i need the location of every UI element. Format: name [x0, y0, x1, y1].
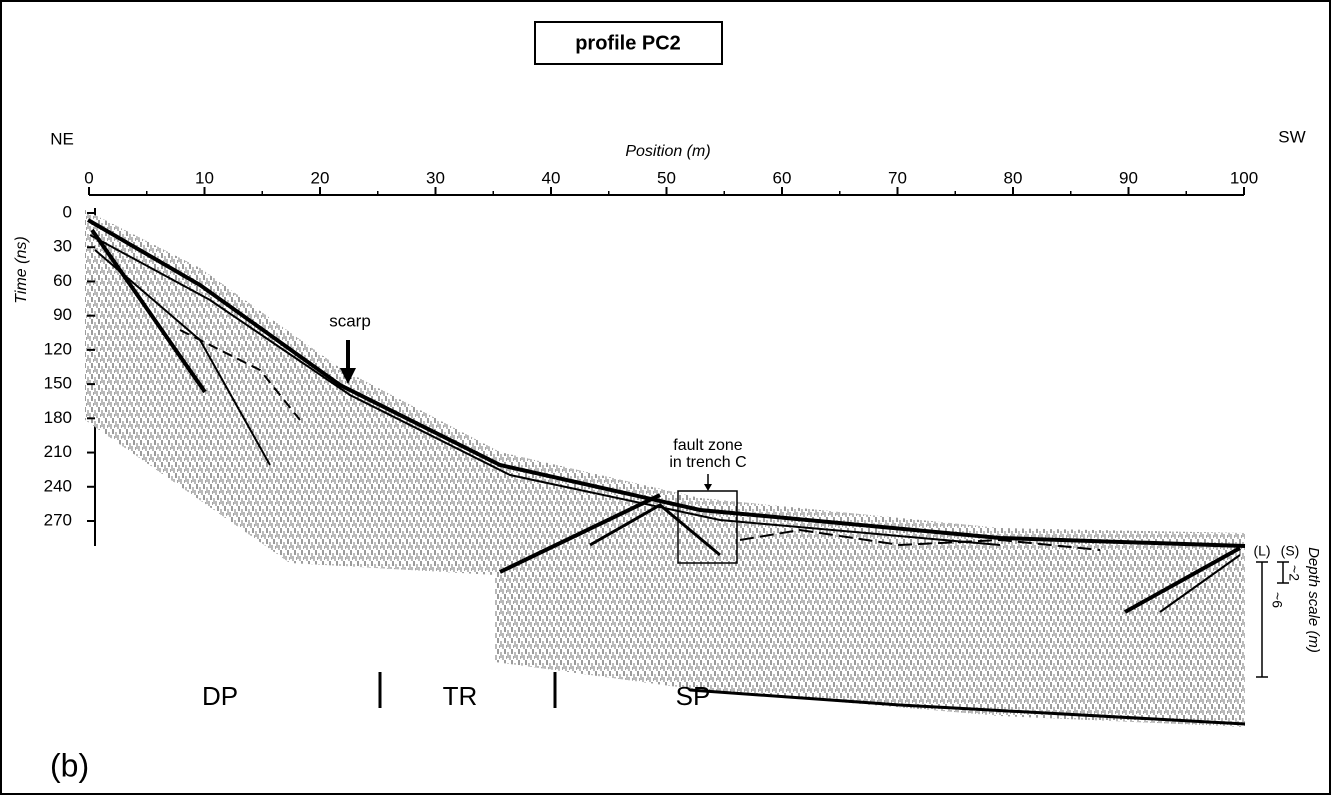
y-tick-label: 270: [44, 510, 72, 529]
x-tick-label: 30: [426, 168, 445, 187]
time-axis-label: Time (ns): [13, 236, 30, 303]
panel-label: (b): [50, 747, 89, 783]
title: profile PC2: [575, 32, 681, 54]
fault-zone-label: in trench C: [669, 454, 746, 471]
x-tick-label: 100: [1230, 168, 1258, 187]
x-tick-label: 80: [1004, 168, 1023, 187]
fault-box: [677, 490, 738, 564]
x-tick-label: 0: [84, 168, 93, 187]
title-box: [534, 21, 723, 65]
depth-bars: [1256, 561, 1289, 678]
depth-scale-label: Depth scale (m): [1305, 547, 1322, 653]
reflectors: [86, 218, 1246, 726]
x-tick-label: 50: [657, 168, 676, 187]
y-tick-label: 180: [44, 408, 72, 427]
y-tick-label: 60: [53, 271, 72, 290]
y-tick-label: 120: [44, 339, 72, 358]
y-tick-label: 240: [44, 476, 72, 495]
sw-label: SW: [1278, 127, 1305, 146]
x-tick-label: 70: [888, 168, 907, 187]
zone-label: TR: [443, 681, 478, 711]
y-tick-label: 150: [44, 374, 72, 393]
x-tick-label: 20: [311, 168, 330, 187]
x-tick-label: 60: [773, 168, 792, 187]
scarp-arrowhead: [340, 368, 356, 384]
y-tick-label: 90: [53, 305, 72, 324]
scarp-label: scarp: [329, 311, 371, 330]
depth-marker: (L): [1253, 543, 1270, 559]
zone-label: SP: [676, 681, 711, 711]
ne-label: NE: [50, 129, 74, 148]
depth-marker: (S): [1281, 543, 1300, 559]
depth-value: ~2: [1286, 565, 1302, 581]
y-tick-label: 0: [63, 202, 72, 221]
y-tick-label: 210: [44, 442, 72, 461]
fault-zone-label: fault zone: [673, 437, 742, 454]
radargram-section: [85, 210, 1245, 727]
x-tick-label: 10: [195, 168, 214, 187]
zone-label: DP: [202, 681, 238, 711]
position-axis-label: Position (m): [625, 143, 710, 160]
x-tick-label: 40: [542, 168, 561, 187]
fault-arrowhead: [704, 484, 712, 491]
y-tick-label: 30: [53, 237, 72, 256]
radargram: [85, 210, 1246, 727]
depth-value: ~6: [1269, 592, 1285, 608]
x-tick-label: 90: [1119, 168, 1138, 187]
